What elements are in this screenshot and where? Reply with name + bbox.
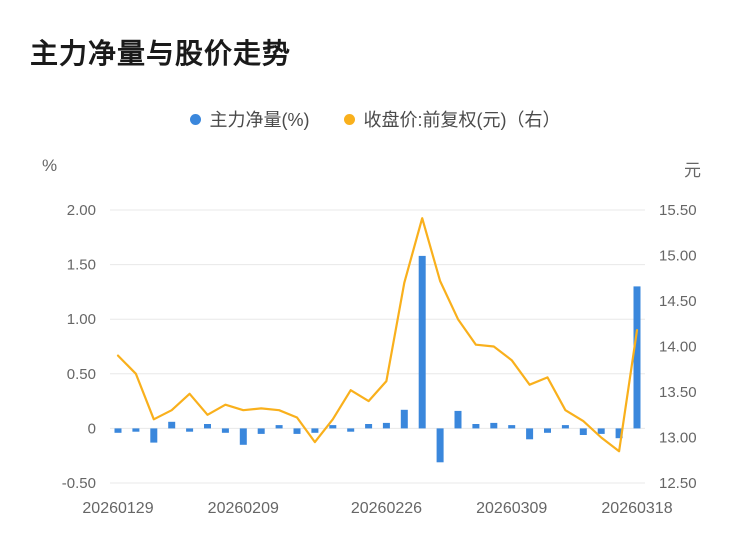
x-axis-label: 20260318 bbox=[601, 500, 672, 517]
volume-bar bbox=[132, 428, 140, 432]
right-axis-unit-label: 元 bbox=[684, 161, 701, 180]
left-axis-unit-label: % bbox=[42, 156, 58, 175]
right-axis-tick-label: 13.50 bbox=[659, 384, 697, 401]
price-line bbox=[116, 217, 639, 453]
volume-bar bbox=[204, 424, 211, 429]
left-axis-tick-label: 0 bbox=[88, 420, 96, 437]
left-axis-tick-label: 0.50 bbox=[67, 366, 96, 383]
legend-yellow-dot-icon bbox=[343, 113, 355, 125]
volume-bar bbox=[168, 421, 176, 429]
volume-bar bbox=[454, 410, 462, 429]
volume-bar bbox=[418, 255, 426, 429]
legend-label-close-price: 收盘价:前复权(元)（右） bbox=[363, 110, 561, 130]
volume-bar bbox=[579, 428, 587, 435]
volume-bar bbox=[311, 428, 319, 433]
page-title: 主力净量与股价走势 bbox=[30, 38, 292, 69]
volume-bar bbox=[257, 428, 265, 434]
volume-bar bbox=[561, 425, 569, 429]
legend-item-main-net-volume[interactable]: 主力净量(%) bbox=[189, 106, 310, 132]
volume-bar bbox=[293, 428, 301, 434]
legend-blue-dot-icon bbox=[189, 113, 201, 125]
volume-bar bbox=[239, 428, 247, 445]
volume-bar bbox=[400, 409, 408, 429]
x-axis-label: 20260209 bbox=[208, 500, 279, 517]
volume-bar bbox=[490, 422, 498, 429]
left-axis-tick-label: 1.00 bbox=[67, 311, 96, 328]
x-axis-label: 20260129 bbox=[82, 500, 153, 517]
volume-bar bbox=[436, 428, 444, 463]
volume-bar bbox=[114, 428, 122, 433]
right-axis-tick-label: 14.50 bbox=[659, 293, 697, 310]
volume-bar bbox=[633, 286, 641, 429]
right-axis-tick-label: 15.00 bbox=[659, 248, 697, 265]
volume-bar bbox=[186, 428, 194, 432]
left-axis-tick-label: 1.50 bbox=[67, 257, 96, 274]
legend: 主力净量(%) 收盘价:前复权(元)（右） bbox=[0, 106, 750, 132]
volume-bar bbox=[221, 428, 229, 433]
x-axis-label: 20260226 bbox=[351, 500, 422, 517]
volume-bar bbox=[329, 425, 337, 429]
volume-bar bbox=[347, 428, 355, 432]
right-axis-tick-label: 12.50 bbox=[659, 475, 697, 492]
left-axis-tick-label: -0.50 bbox=[62, 475, 96, 492]
volume-bar bbox=[597, 428, 605, 434]
legend-item-close-price[interactable]: 收盘价:前复权(元)（右） bbox=[343, 106, 561, 132]
volume-bar bbox=[275, 425, 283, 429]
volume-bar bbox=[544, 428, 551, 433]
x-axis-label: 20260309 bbox=[476, 500, 547, 517]
volume-bar bbox=[615, 428, 623, 439]
right-axis-tick-label: 14.00 bbox=[659, 339, 697, 356]
volume-bar bbox=[472, 424, 480, 429]
left-axis-tick-label: 2.00 bbox=[67, 202, 96, 219]
volume-bar bbox=[150, 428, 158, 443]
legend-label-main-net-volume: 主力净量(%) bbox=[209, 110, 310, 130]
volume-bar bbox=[526, 428, 534, 440]
right-axis-tick-label: 13.00 bbox=[659, 430, 697, 447]
volume-bar bbox=[365, 424, 373, 429]
volume-bar bbox=[508, 425, 516, 429]
volume-bar bbox=[382, 422, 390, 429]
right-axis-tick-label: 15.50 bbox=[659, 202, 697, 219]
